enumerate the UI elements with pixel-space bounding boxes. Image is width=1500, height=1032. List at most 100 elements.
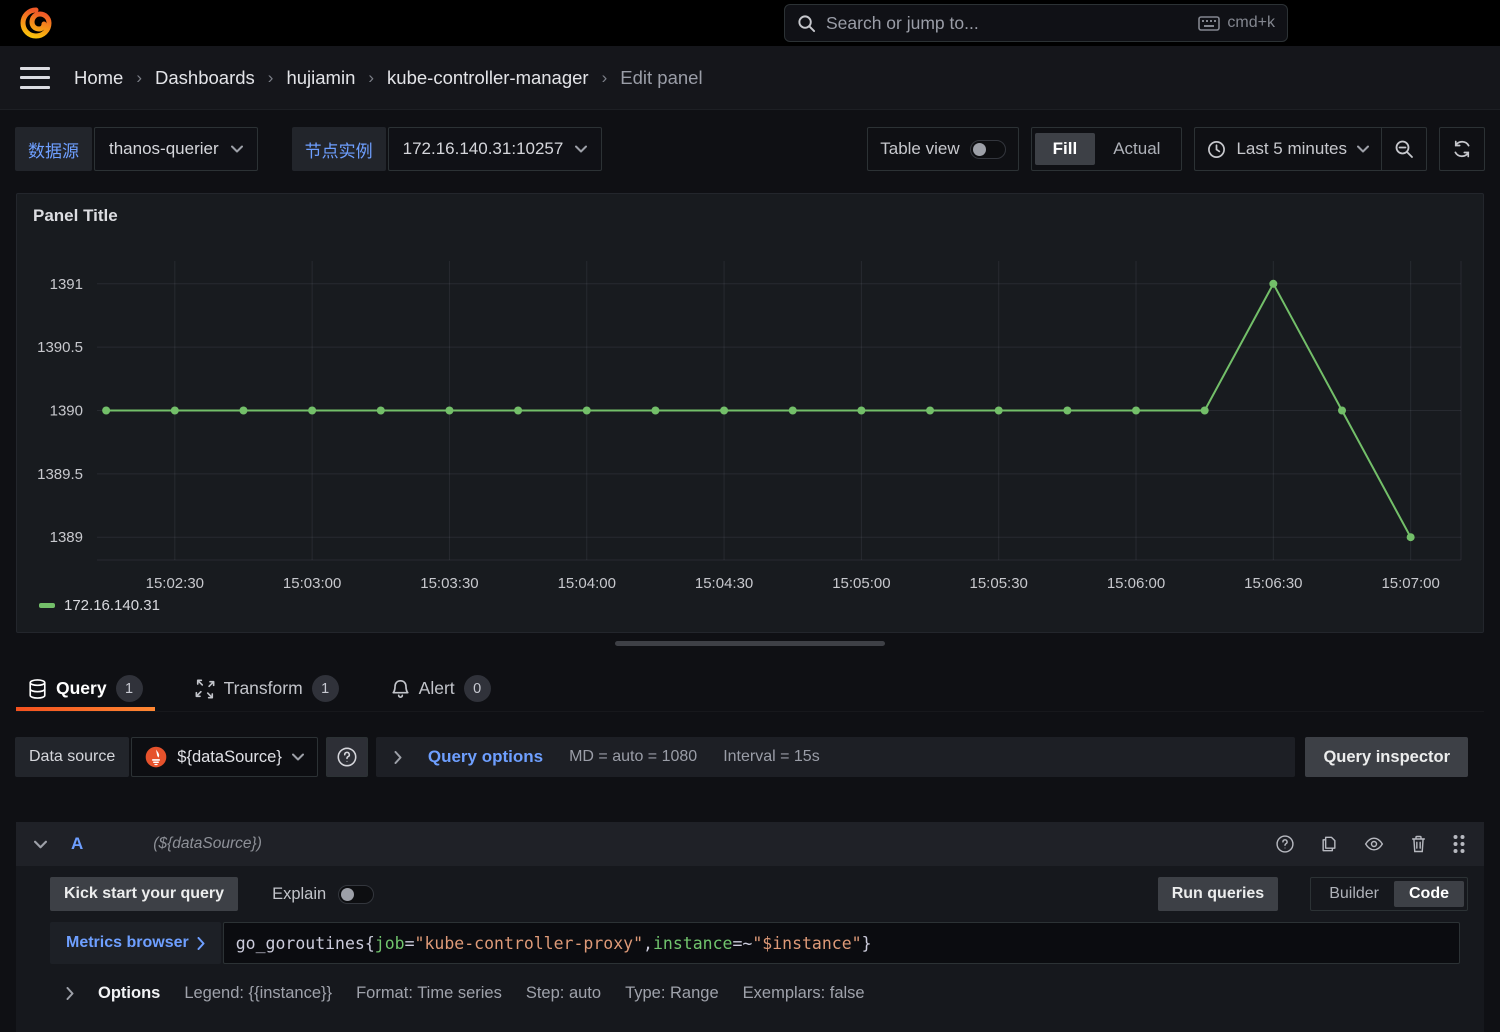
breadcrumb-bar: Home › Dashboards › hujiamin › kube-cont… bbox=[0, 46, 1500, 110]
panel-title[interactable]: Panel Title bbox=[33, 206, 118, 225]
breadcrumb-folder[interactable]: hujiamin bbox=[286, 66, 356, 88]
tab-alert[interactable]: Alert 0 bbox=[379, 666, 503, 711]
chevron-down-icon bbox=[575, 145, 588, 153]
builder-code-segment: Builder Code bbox=[1310, 877, 1468, 911]
breadcrumb-dashboards[interactable]: Dashboards bbox=[155, 66, 255, 88]
datasource-label: Data source bbox=[15, 737, 130, 777]
chevron-right-icon bbox=[197, 936, 205, 950]
options-toggle[interactable]: Options bbox=[98, 984, 161, 1002]
datasource-variable-dropdown[interactable]: thanos-querier bbox=[94, 127, 258, 171]
breadcrumb-current: Edit panel bbox=[620, 66, 703, 88]
tab-query[interactable]: Query 1 bbox=[16, 666, 155, 711]
clock-icon bbox=[1207, 140, 1226, 159]
breadcrumb-home[interactable]: Home bbox=[74, 66, 124, 88]
panel-toolbar: 数据源 thanos-querier 节点实例 172.16.140.31:10… bbox=[15, 127, 1485, 171]
chevron-down-icon[interactable] bbox=[34, 840, 47, 849]
bell-icon bbox=[391, 679, 410, 699]
breadcrumb-dashboard[interactable]: kube-controller-manager bbox=[387, 66, 589, 88]
breadcrumb-separator: › bbox=[136, 67, 143, 87]
top-bar: Search or jump to... cmd+k bbox=[0, 0, 1500, 46]
eye-icon[interactable] bbox=[1363, 834, 1385, 854]
variable-label: 节点实例 bbox=[291, 127, 386, 171]
editor-tabs: Query 1 Transform 1 Alert 0 bbox=[16, 666, 1484, 712]
svg-text:15:04:30: 15:04:30 bbox=[695, 575, 753, 592]
transform-icon bbox=[195, 679, 215, 699]
breadcrumb: Home › Dashboards › hujiamin › kube-cont… bbox=[74, 67, 703, 89]
chevron-down-icon bbox=[291, 753, 304, 761]
svg-text:15:06:00: 15:06:00 bbox=[1107, 575, 1165, 592]
zoom-out-icon bbox=[1394, 139, 1414, 159]
zoom-out-button[interactable] bbox=[1381, 127, 1427, 171]
instance-variable-dropdown[interactable]: 172.16.140.31:10257 bbox=[387, 127, 603, 171]
option-format: Format: Time series bbox=[356, 984, 502, 1002]
legend-label: 172.16.140.31 bbox=[64, 597, 160, 614]
query-options-bar: Query options MD = auto = 1080 Interval … bbox=[375, 737, 1296, 777]
kick-start-button[interactable]: Kick start your query bbox=[50, 877, 239, 911]
svg-text:15:04:00: 15:04:00 bbox=[558, 575, 616, 592]
refresh-button[interactable] bbox=[1439, 127, 1485, 171]
transform-count-badge: 1 bbox=[311, 675, 339, 702]
legend-swatch bbox=[39, 603, 55, 608]
legend-item[interactable]: 172.16.140.31 bbox=[39, 597, 160, 614]
fill-option[interactable]: Fill bbox=[1034, 133, 1096, 165]
interval: Interval = 15s bbox=[723, 748, 820, 765]
svg-text:1389.5: 1389.5 bbox=[37, 466, 83, 483]
builder-option[interactable]: Builder bbox=[1329, 885, 1379, 902]
query-editor-card: A (${dataSource}) Kick start your query … bbox=[16, 822, 1484, 1032]
query-row-header[interactable]: A (${dataSource}) bbox=[16, 822, 1484, 866]
max-data-points: MD = auto = 1080 bbox=[569, 748, 698, 765]
query-expression-row: Metrics browser go_goroutines{job="kube-… bbox=[50, 922, 1460, 964]
query-inspector-button[interactable]: Query inspector bbox=[1305, 737, 1468, 777]
timeseries-panel: Panel Title 1389 1389.5 1390 1390.5 1391 15:0… bbox=[16, 193, 1484, 633]
svg-text:15:03:30: 15:03:30 bbox=[420, 575, 478, 592]
option-step: Step: auto bbox=[525, 984, 602, 1002]
prometheus-icon bbox=[145, 746, 167, 768]
chevron-down-icon bbox=[1357, 145, 1369, 153]
variable-label: 数据源 bbox=[15, 127, 92, 171]
svg-text:15:05:30: 15:05:30 bbox=[970, 575, 1028, 592]
table-view-toggle[interactable] bbox=[969, 139, 1006, 159]
metrics-browser-toggle[interactable]: Metrics browser bbox=[50, 922, 221, 964]
variable-datasource: 数据源 thanos-querier bbox=[15, 127, 258, 171]
query-datasource-hint: (${dataSource}) bbox=[153, 835, 262, 852]
explain-toggle[interactable] bbox=[338, 884, 375, 904]
refresh-icon bbox=[1452, 139, 1472, 159]
actual-option[interactable]: Actual bbox=[1113, 139, 1161, 158]
alert-count-badge: 0 bbox=[463, 675, 491, 702]
trash-icon[interactable] bbox=[1409, 834, 1428, 854]
search-input[interactable]: Search or jump to... cmd+k bbox=[784, 4, 1288, 42]
search-placeholder: Search or jump to... bbox=[826, 12, 979, 33]
grafana-logo-icon[interactable] bbox=[20, 7, 52, 39]
help-circle-icon bbox=[336, 746, 358, 768]
breadcrumb-separator: › bbox=[368, 67, 375, 87]
help-circle-icon[interactable] bbox=[1275, 834, 1295, 854]
search-icon bbox=[797, 14, 816, 33]
svg-text:1390.5: 1390.5 bbox=[37, 339, 83, 356]
tab-transform[interactable]: Transform 1 bbox=[183, 666, 351, 711]
option-exemplars: Exemplars: false bbox=[742, 984, 865, 1002]
breadcrumb-separator: › bbox=[267, 67, 274, 87]
query-ref-id[interactable]: A bbox=[71, 834, 84, 853]
drag-handle-icon[interactable] bbox=[1452, 834, 1466, 854]
chevron-right-icon bbox=[394, 750, 402, 764]
duplicate-icon[interactable] bbox=[1319, 834, 1339, 854]
chevron-right-icon bbox=[66, 987, 74, 1000]
breadcrumb-separator: › bbox=[601, 67, 608, 87]
datasource-picker[interactable]: ${dataSource} bbox=[131, 737, 318, 777]
svg-text:15:06:30: 15:06:30 bbox=[1244, 575, 1302, 592]
query-actions-row: Kick start your query Explain Run querie… bbox=[50, 877, 1468, 911]
run-queries-button[interactable]: Run queries bbox=[1157, 877, 1279, 911]
menu-icon[interactable] bbox=[20, 66, 50, 89]
query-options-row: Options Legend: {{instance}} Format: Tim… bbox=[66, 984, 1468, 1003]
code-option[interactable]: Code bbox=[1394, 881, 1464, 907]
variable-instance: 节点实例 172.16.140.31:10257 bbox=[291, 127, 603, 171]
table-view-group: Table view bbox=[867, 127, 1019, 171]
time-range-picker[interactable]: Last 5 minutes bbox=[1194, 127, 1381, 171]
promql-expression-input[interactable]: go_goroutines{job="kube-controller-proxy… bbox=[222, 922, 1460, 964]
query-options-toggle[interactable]: Query options bbox=[427, 747, 544, 766]
chevron-down-icon bbox=[230, 145, 243, 153]
svg-text:1390: 1390 bbox=[50, 403, 83, 420]
datasource-help-button[interactable] bbox=[325, 737, 368, 777]
pane-resize-handle[interactable] bbox=[615, 641, 885, 646]
timeseries-chart: 1389 1389.5 1390 1390.5 1391 15:02:30 15:03:00… bbox=[37, 261, 1462, 592]
